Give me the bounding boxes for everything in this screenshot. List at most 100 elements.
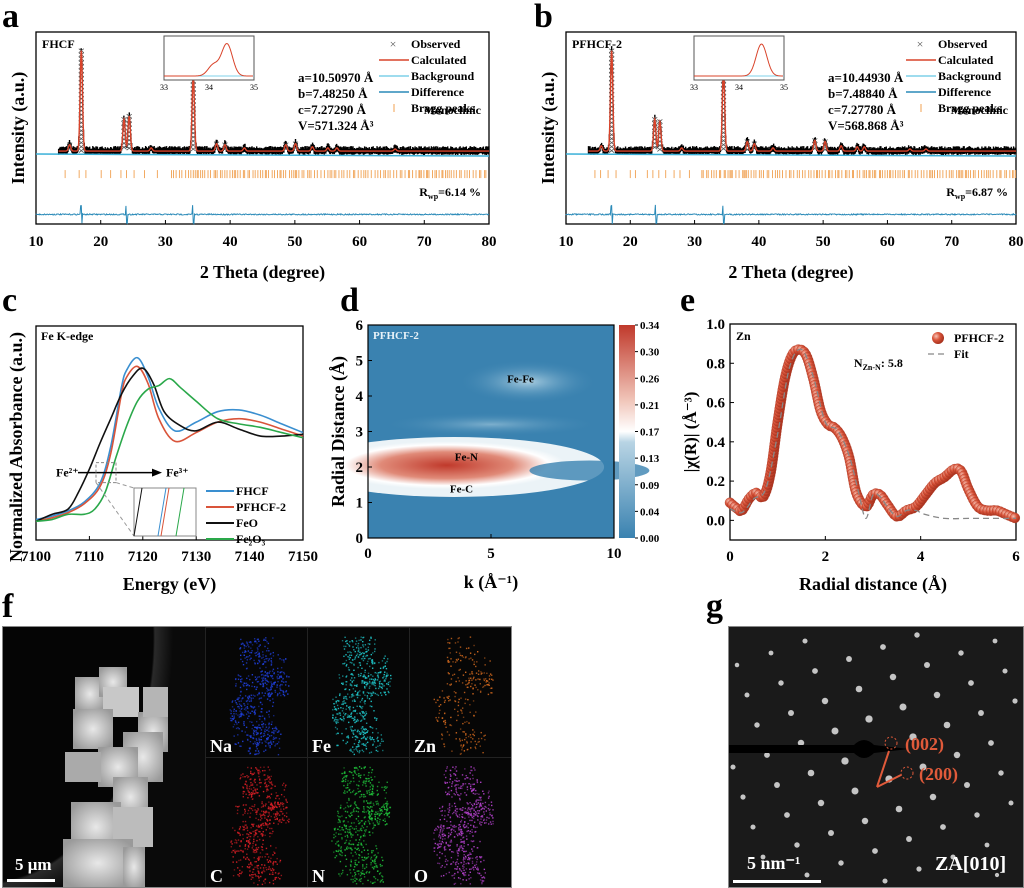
eds-pixel bbox=[338, 674, 340, 676]
eds-pixel bbox=[363, 682, 365, 685]
eds-pixel bbox=[460, 710, 463, 712]
eds-pixel bbox=[258, 769, 260, 772]
eds-pixel bbox=[358, 807, 360, 810]
eds-pixel bbox=[240, 658, 242, 661]
eds-pixel bbox=[248, 791, 250, 793]
eds-pixel bbox=[261, 846, 263, 848]
eds-pixel bbox=[457, 849, 460, 852]
eds-pixel bbox=[342, 682, 344, 684]
eds-pixel bbox=[256, 694, 259, 696]
eds-pixel bbox=[243, 724, 245, 726]
eds-pixel bbox=[344, 702, 347, 704]
eds-pixel bbox=[453, 874, 455, 876]
eds-pixel bbox=[280, 733, 282, 735]
eds-pixel bbox=[456, 861, 458, 863]
eds-pixel bbox=[377, 745, 379, 747]
eds-pixel bbox=[358, 839, 361, 841]
eds-pixel bbox=[461, 774, 464, 776]
eds-pixel bbox=[360, 793, 363, 796]
eds-pixel bbox=[357, 870, 359, 872]
eds-pixel bbox=[490, 692, 492, 694]
eds-pixel bbox=[458, 814, 461, 816]
eds-pixel bbox=[437, 720, 439, 722]
eds-pixel bbox=[363, 735, 365, 738]
eds-pixel bbox=[455, 825, 457, 828]
eds-pixel bbox=[374, 818, 377, 821]
eds-pixel bbox=[276, 684, 278, 686]
eds-pixel bbox=[362, 636, 364, 639]
eds-pixel bbox=[446, 827, 448, 829]
eds-pixel bbox=[439, 832, 441, 834]
eds-pixel bbox=[256, 676, 259, 678]
eds-pixel bbox=[369, 685, 371, 687]
eds-pixel bbox=[351, 771, 353, 774]
zoom-inset-line bbox=[160, 487, 170, 537]
observed-marker bbox=[78, 148, 85, 154]
x-tick-label: 10 bbox=[29, 234, 44, 250]
eds-signal bbox=[332, 636, 392, 756]
eds-pixel bbox=[454, 785, 456, 787]
eds-pixel bbox=[285, 806, 288, 809]
eds-pixel bbox=[270, 681, 272, 683]
eds-pixel bbox=[241, 660, 244, 663]
eds-pixel bbox=[481, 672, 483, 674]
eds-pixel bbox=[233, 869, 236, 871]
eds-pixel bbox=[274, 804, 277, 807]
eds-pixel bbox=[264, 878, 267, 880]
eds-pixel bbox=[348, 716, 351, 718]
eds-pixel bbox=[369, 805, 372, 808]
eds-pixel bbox=[251, 674, 254, 676]
eds-pixel bbox=[255, 860, 258, 863]
eds-pixel bbox=[469, 711, 471, 714]
eds-pixel bbox=[259, 727, 262, 729]
eds-pixel bbox=[360, 646, 362, 649]
x-tick-label: 50 bbox=[816, 234, 831, 250]
eds-pixel bbox=[333, 720, 335, 722]
eds-pixel bbox=[472, 777, 474, 780]
eds-pixel bbox=[345, 839, 348, 842]
eds-pixel bbox=[251, 823, 253, 826]
eds-pixel bbox=[346, 705, 348, 707]
eds-pixel bbox=[438, 834, 441, 836]
diffraction-spot bbox=[882, 878, 888, 884]
eds-pixel bbox=[342, 776, 345, 779]
eds-pixel bbox=[369, 766, 371, 769]
eds-pixel bbox=[243, 855, 245, 858]
eds-pixel bbox=[347, 786, 349, 789]
eds-pixel bbox=[368, 791, 371, 794]
eds-pixel bbox=[272, 807, 274, 810]
eds-pixel bbox=[254, 849, 256, 851]
eds-pixel bbox=[386, 675, 388, 677]
eds-pixel bbox=[358, 822, 360, 825]
eds-pixel bbox=[479, 683, 482, 685]
eds-pixel bbox=[258, 778, 261, 780]
eds-pixel bbox=[366, 790, 368, 792]
eds-pixel bbox=[246, 642, 248, 644]
eds-pixel bbox=[471, 659, 474, 661]
eds-pixel bbox=[250, 781, 252, 784]
eds-pixel bbox=[464, 657, 467, 659]
eds-pixel bbox=[265, 866, 267, 869]
eds-pixel bbox=[446, 793, 448, 796]
eds-pixel bbox=[467, 854, 469, 857]
eds-pixel bbox=[258, 676, 260, 678]
eds-pixel bbox=[280, 874, 283, 877]
eds-pixel bbox=[239, 826, 242, 828]
eds-pixel bbox=[456, 777, 458, 780]
eds-pixel bbox=[460, 819, 463, 822]
eds-pixel bbox=[446, 656, 449, 659]
eds-pixel bbox=[358, 861, 360, 863]
eds-pixel bbox=[332, 714, 334, 716]
eds-pixel bbox=[269, 807, 271, 809]
eds-pixel bbox=[352, 674, 354, 676]
eds-pixel bbox=[458, 669, 460, 671]
eds-pixel bbox=[248, 695, 250, 697]
eds-pixel bbox=[244, 731, 247, 733]
eds-pixel bbox=[492, 820, 494, 823]
eds-pixel bbox=[281, 803, 284, 806]
eds-pixel bbox=[252, 871, 254, 873]
eds-pixel bbox=[359, 674, 362, 677]
eds-pixel bbox=[354, 738, 357, 741]
eds-pixel bbox=[483, 679, 486, 682]
